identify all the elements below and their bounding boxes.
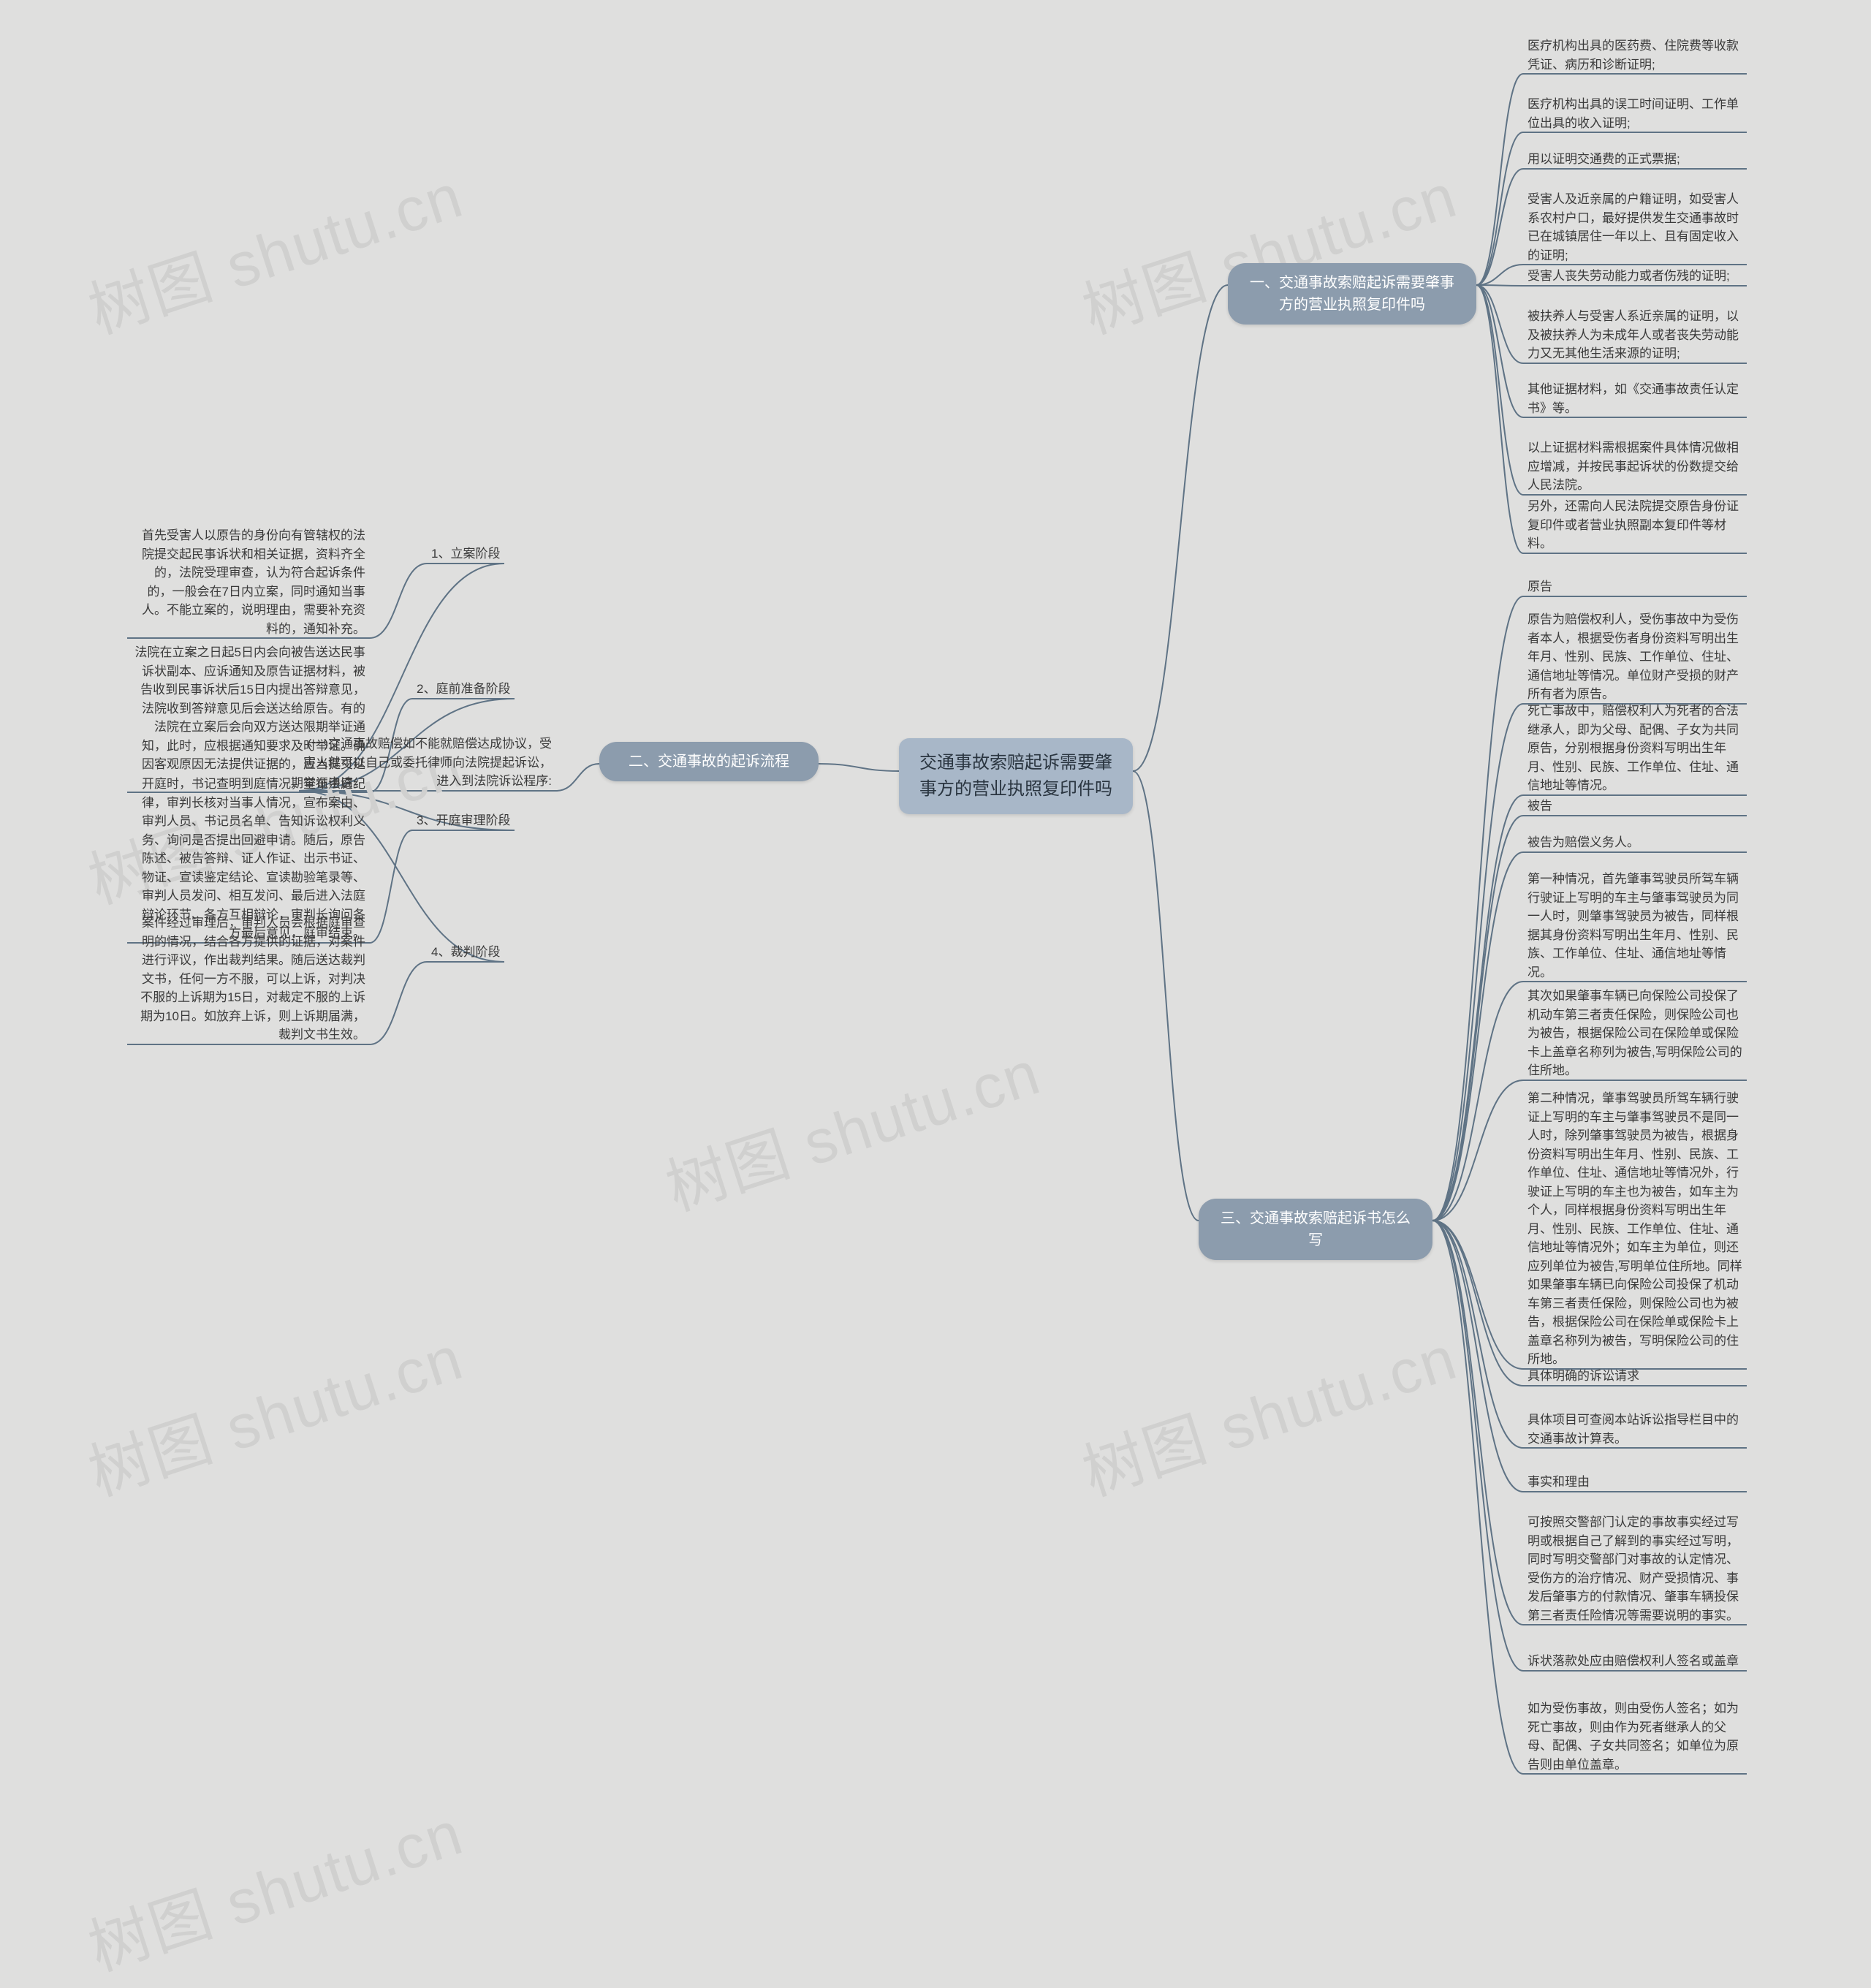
leaf-node: 第二种情况，肇事驾驶员所驾车辆行驶证上写明的车主与肇事驾驶员不是同一人时，除列肇… xyxy=(1527,1089,1747,1369)
leaf-node: 用以证明交通费的正式票据; xyxy=(1527,150,1747,169)
leaf-node: 以上证据材料需根据案件具体情况做相应增减，并按民事起诉状的份数提交给人民法院。 xyxy=(1527,439,1747,495)
leaf-node: 原告 xyxy=(1527,577,1747,596)
leaf-node: 受害人丧失劳动能力或者伤残的证明; xyxy=(1527,267,1747,286)
watermark: 树图 shutu.cn xyxy=(76,1784,472,1988)
leaf-node: 可按照交警部门认定的事故事实经过写明或根据自己了解到的事实经过写明，同时写明交警… xyxy=(1527,1513,1747,1625)
stage-label: 1、立案阶段 xyxy=(431,545,500,564)
watermark: 树图 shutu.cn xyxy=(1070,1309,1466,1513)
leaf-node: 其次如果肇事车辆已向保险公司投保了机动车第三者责任保险，则保险公司也为被告，根据… xyxy=(1527,987,1747,1080)
leaf-node: 被扶养人与受害人系近亲属的证明，以及被扶养人为未成年人或者丧失劳动能力又无其他生… xyxy=(1527,307,1747,363)
leaf-node: 另外，还需向人民法院提交原告身份证复印件或者营业执照副本复印件等材料。 xyxy=(1527,497,1747,553)
stage-label: 4、裁判阶段 xyxy=(431,943,500,962)
watermark: 树图 shutu.cn xyxy=(653,1024,1050,1228)
branch-b3: 三、交通事故索赔起诉书怎么写 xyxy=(1199,1199,1432,1260)
leaf-node: 诉状落款处应由赔偿权利人签名或盖章 xyxy=(1527,1652,1747,1671)
stage-desc: 案件经过审理后，审判人员会根据庭审查明的情况，结合各方提供的证据，对案件进行评议… xyxy=(132,914,365,1044)
stage-label: 2、庭前准备阶段 xyxy=(417,680,510,699)
branch-b1: 一、交通事故索赔起诉需要肇事方的营业执照复印件吗 xyxy=(1228,263,1476,325)
branch-b2: 二、交通事故的起诉流程 xyxy=(599,742,819,781)
leaf-node: 被告 xyxy=(1527,797,1747,816)
leaf-node: 受害人及近亲属的户籍证明，如受害人系农村户口，最好提供发生交通事故时已在城镇居住… xyxy=(1527,190,1747,265)
leaf-node: 原告为赔偿权利人，受伤事故中为受伤者本人，根据受伤者身份资料写明出生年月、性别、… xyxy=(1527,610,1747,704)
watermark: 树图 shutu.cn xyxy=(76,147,472,351)
leaf-node: 死亡事故中，赔偿权利人为死者的合法继承人，即为父母、配偶、子女为共同原告，分别根… xyxy=(1527,702,1747,795)
leaf-node: 事实和理由 xyxy=(1527,1473,1747,1492)
stage-desc: 法院在立案之日起5日内会向被告送达民事诉状副本、应诉通知及原告证据材料，被告收到… xyxy=(132,643,365,792)
stage-label: 3、开庭审理阶段 xyxy=(417,811,510,830)
leaf-node: 医疗机构出具的误工时间证明、工作单位出具的收入证明; xyxy=(1527,95,1747,132)
leaf-node: 如为受伤事故，则由受伤人签名；如为死亡事故，则由作为死者继承人的父母、配偶、子女… xyxy=(1527,1699,1747,1774)
leaf-node: 被告为赔偿义务人。 xyxy=(1527,833,1747,852)
leaf-node: 具体项目可查阅本站诉讼指导栏目中的交通事故计算表。 xyxy=(1527,1411,1747,1448)
leaf-node: 其他证据材料，如《交通事故责任认定书》等。 xyxy=(1527,380,1747,417)
center-node: 交通事故索赔起诉需要肇事方的营业执照复印件吗 xyxy=(899,738,1133,814)
mindmap-canvas: 树图 shutu.cn树图 shutu.cn树图 shutu.cn树图 shut… xyxy=(0,0,1871,1904)
leaf-node: 具体明确的诉讼请求 xyxy=(1527,1367,1747,1386)
stage-desc: 首先受害人以原告的身份向有管辖权的法院提交起民事诉状和相关证据，资料齐全的，法院… xyxy=(132,526,365,638)
leaf-node: 第一种情况，首先肇事驾驶员所驾车辆行驶证上写明的车主与肇事驾驶员为同一人时，则肇… xyxy=(1527,870,1747,982)
watermark: 树图 shutu.cn xyxy=(76,1309,472,1513)
leaf-node: 医疗机构出具的医药费、住院费等收款凭证、病历和诊断证明; xyxy=(1527,37,1747,74)
